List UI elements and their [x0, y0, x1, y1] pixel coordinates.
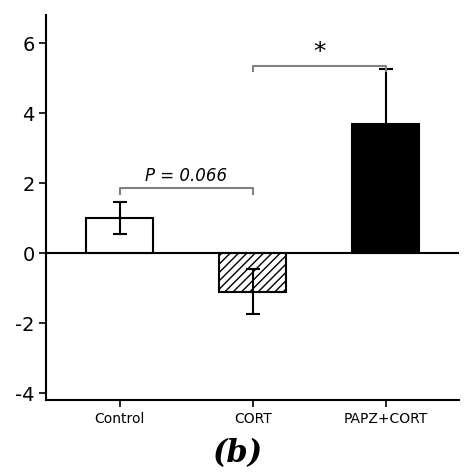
Text: (b): (b) [212, 438, 262, 469]
Text: P = 0.066: P = 0.066 [145, 167, 227, 185]
Bar [86, 218, 153, 253]
Bar [219, 253, 286, 292]
Bar [353, 124, 419, 253]
Text: *: * [313, 40, 326, 64]
